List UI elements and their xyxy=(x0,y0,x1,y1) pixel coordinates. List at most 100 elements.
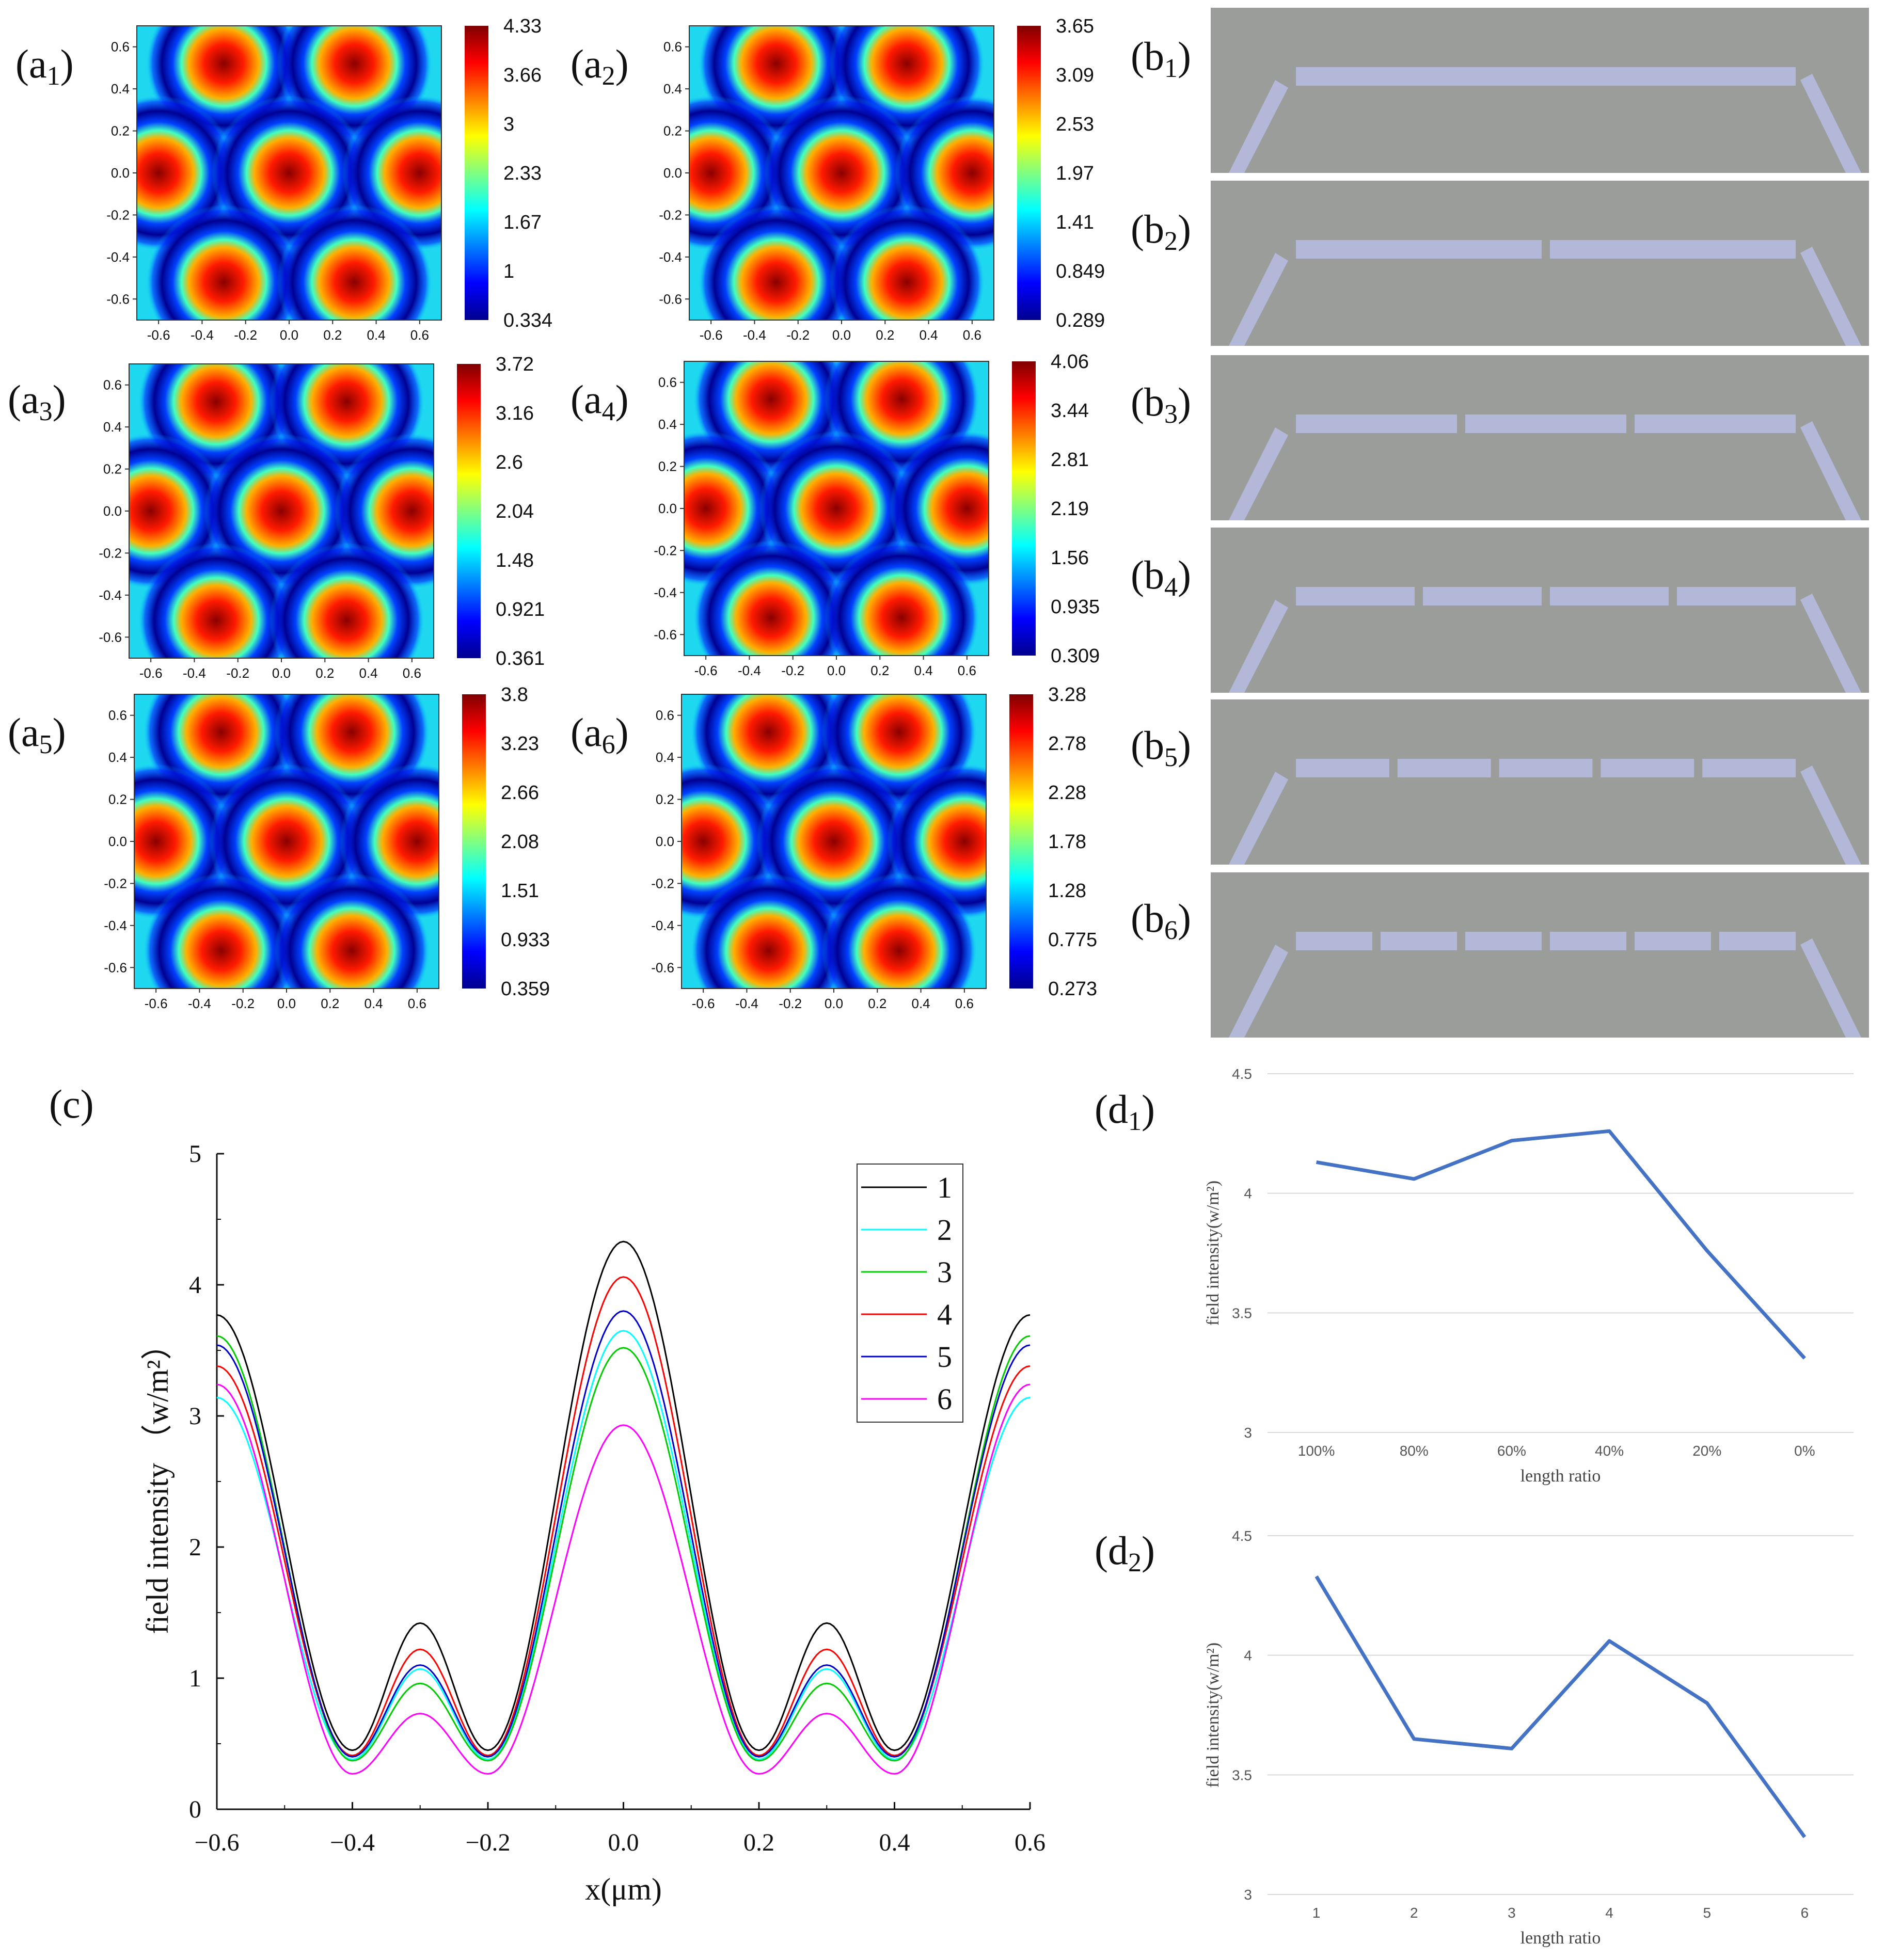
structure-background xyxy=(1211,8,1869,173)
heatmap-x-tick-label: -0.6 xyxy=(692,996,715,1011)
heatmap-hotspot xyxy=(829,204,985,320)
c-y-tick-label: 3 xyxy=(189,1403,201,1430)
nanorod-segment xyxy=(1397,759,1491,777)
heatmap-x-tick-label: -0.2 xyxy=(231,996,255,1011)
colorbar-label: 2.19 xyxy=(1051,498,1089,520)
heatmap-a5: -0.6 -0.6 -0.4 -0.4 -0.2 -0.2 0.0 0.0 0.2 0.2 0.4 0… xyxy=(104,684,550,1011)
colorbar-a5 xyxy=(462,694,486,989)
heatmap-x-tick-label: 0.4 xyxy=(359,665,377,681)
d1-y-axis-title: field intensity(w/m²) xyxy=(1203,1181,1223,1326)
heatmap-y-tick-label: 0.2 xyxy=(111,123,130,139)
heatmap-hotspot xyxy=(274,873,430,989)
panel-labels: (a1) (a2) (a3) (a4) (a5) (a6) (b1) (b2) … xyxy=(8,34,1191,1577)
heatmap-y-tick-label: -0.2 xyxy=(659,207,682,222)
c-x-tick-label: −0.6 xyxy=(194,1829,239,1856)
heatmap-y-tick-label: -0.4 xyxy=(654,585,677,600)
colorbar-label: 3.72 xyxy=(496,354,534,375)
heatmap-field xyxy=(689,26,994,320)
colorbar-label: 0.359 xyxy=(501,978,550,1000)
colorbar-a3 xyxy=(457,364,481,658)
colorbar-label: 0.921 xyxy=(496,599,545,620)
colorbar-label: 0.933 xyxy=(501,929,550,951)
heatmap-hotspot xyxy=(146,204,302,320)
heatmap-y-tick-label: 0.6 xyxy=(108,708,127,723)
heatmap-y-tick-label: 0.0 xyxy=(656,834,674,849)
heatmap-x-tick-label: 0.0 xyxy=(832,327,851,343)
c-legend-label: 2 xyxy=(937,1213,952,1247)
nanorod-segment xyxy=(1296,932,1372,950)
d2-x-tick-label: 5 xyxy=(1703,1905,1711,1921)
heatmap-y-tick-label: -0.4 xyxy=(99,587,122,603)
d2-y-tick-label: 3.5 xyxy=(1232,1767,1252,1783)
heatmap-y-tick-label: 0.6 xyxy=(111,39,130,55)
colorbar-label: 1.41 xyxy=(1056,212,1094,233)
heatmap-a6: -0.6 -0.6 -0.4 -0.4 -0.2 -0.2 0.0 0.0 0.2 0.2 0.4 0… xyxy=(651,684,1097,1011)
heatmap-x-tick-label: -0.4 xyxy=(738,663,761,678)
structure-b3 xyxy=(1211,355,1869,520)
d2-x-axis-title: length ratio xyxy=(1520,1929,1601,1948)
left-slant-bar xyxy=(1229,80,1288,173)
heatmap-field xyxy=(134,694,439,989)
heatmap-x-tick-label: -0.2 xyxy=(234,327,257,343)
heatmap-y-tick-label: -0.2 xyxy=(654,543,677,558)
c-series-line-4 xyxy=(216,1276,1031,1757)
heatmap-y-tick-label: -0.2 xyxy=(651,875,674,891)
heatmap-hotspot xyxy=(824,540,979,656)
c-y-tick-label: 5 xyxy=(189,1140,201,1168)
panel-label-a6: (a6) xyxy=(571,710,629,759)
heatmap-x-tick-label: -0.4 xyxy=(183,665,206,681)
panel-label-b3: (b3) xyxy=(1131,379,1191,429)
heatmap-x-tick-label: 0.6 xyxy=(955,996,974,1011)
heatmap-y-tick-label: 0.2 xyxy=(108,792,127,807)
structure-b2 xyxy=(1211,181,1869,346)
heatmap-x-tick-label: -0.4 xyxy=(191,327,214,343)
c-x-tick-label: −0.2 xyxy=(465,1829,510,1856)
heatmap-x-tick-label: -0.6 xyxy=(139,665,163,681)
heatmap-x-tick-label: -0.2 xyxy=(779,996,802,1011)
d2-x-tick-label: 4 xyxy=(1605,1905,1613,1921)
heatmap-x-tick-label: 0.0 xyxy=(277,996,296,1011)
left-slant-bar xyxy=(1229,600,1288,693)
heatmap-x-tick-label: 0.4 xyxy=(367,327,385,343)
d1-x-axis-title: length ratio xyxy=(1520,1467,1601,1486)
heatmap-y-tick-label: -0.4 xyxy=(659,249,682,265)
heatmap-x-tick-label: -0.4 xyxy=(188,996,211,1011)
colorbar-a2 xyxy=(1017,26,1041,320)
heatmap-y-tick-label: -0.4 xyxy=(106,249,130,265)
heatmap-field xyxy=(682,694,986,989)
d1-y-tick-label: 4 xyxy=(1244,1186,1252,1202)
heatmap-x-tick-label: -0.2 xyxy=(786,327,810,343)
colorbar-label: 0.273 xyxy=(1048,978,1097,1000)
c-legend: 1 2 3 4 5 6 xyxy=(857,1164,963,1423)
colorbar-label: 3 xyxy=(503,114,514,135)
heatmap-hotspot xyxy=(699,204,854,320)
d1-y-tick-label: 3.5 xyxy=(1232,1305,1252,1321)
heatmap-x-tick-label: 0.0 xyxy=(280,327,298,343)
d1-y-tick-label: 4.5 xyxy=(1232,1066,1252,1082)
nanorod-segment xyxy=(1423,587,1542,605)
structure-background xyxy=(1211,355,1869,520)
colorbar-a6 xyxy=(1009,694,1033,989)
heatmap-x-tick-label: 0.6 xyxy=(963,327,981,343)
d1-x-tick-label: 100% xyxy=(1298,1443,1335,1459)
heatmap-x-tick-label: 0.6 xyxy=(958,663,976,678)
colorbar-label: 1.67 xyxy=(503,212,542,233)
colorbar-label: 0.361 xyxy=(496,648,545,670)
structure-background xyxy=(1211,699,1869,865)
heatmap-y-tick-label: 0.0 xyxy=(111,165,130,181)
heatmap-x-tick-label: 0.4 xyxy=(364,996,383,1011)
c-legend-label: 4 xyxy=(937,1298,952,1331)
right-slant-bar xyxy=(1800,247,1861,346)
colorbar-label: 2.81 xyxy=(1051,449,1089,471)
d1-y-tick-label: 3 xyxy=(1244,1425,1252,1441)
colorbar-label: 3.16 xyxy=(496,403,534,424)
nanorod-segment xyxy=(1296,240,1542,259)
heatmap-y-tick-label: 0.2 xyxy=(658,459,677,474)
heatmap-y-tick-label: -0.2 xyxy=(99,545,122,561)
c-legend-label: 5 xyxy=(937,1340,952,1374)
d1-x-tick-label: 20% xyxy=(1692,1443,1721,1459)
nanorod-segment xyxy=(1719,932,1796,950)
heatmap-x-tick-label: -0.6 xyxy=(145,996,168,1011)
heatmap-y-tick-label: 0.0 xyxy=(658,501,677,516)
structure-b4 xyxy=(1211,528,1869,693)
